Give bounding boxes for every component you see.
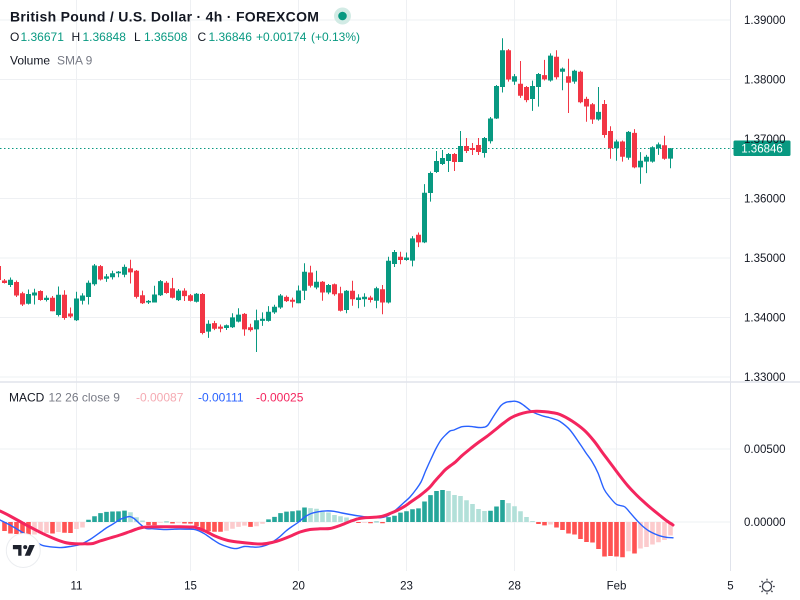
svg-text:1.36846: 1.36846	[741, 144, 783, 156]
svg-text:20: 20	[292, 581, 305, 593]
svg-text:-0.00111: -0.00111	[198, 391, 244, 405]
svg-text:23: 23	[400, 581, 413, 593]
svg-text:1.36671: 1.36671	[21, 30, 65, 44]
svg-text:1.36508: 1.36508	[144, 30, 188, 44]
svg-text:15: 15	[184, 581, 197, 593]
svg-text:1.33000: 1.33000	[744, 372, 786, 384]
svg-text:1.38000: 1.38000	[744, 75, 786, 87]
svg-text:MACD: MACD	[9, 391, 45, 405]
svg-text:1.36848: 1.36848	[83, 30, 127, 44]
svg-text:SMA 9: SMA 9	[57, 54, 93, 68]
svg-text:(+0.13%): (+0.13%)	[311, 30, 360, 44]
svg-text:1.35000: 1.35000	[744, 253, 786, 265]
svg-text:11: 11	[71, 581, 83, 593]
svg-text:5: 5	[727, 581, 733, 593]
svg-text:L: L	[134, 30, 141, 44]
svg-text:Volume: Volume	[10, 54, 50, 68]
svg-text:Feb: Feb	[607, 581, 627, 593]
svg-text:-0.00087: -0.00087	[136, 391, 184, 405]
svg-text:+0.00174: +0.00174	[256, 30, 307, 44]
svg-text:28: 28	[508, 581, 521, 593]
svg-text:1.36000: 1.36000	[744, 194, 786, 206]
svg-text:1.34000: 1.34000	[744, 313, 786, 325]
svg-text:-0.00025: -0.00025	[256, 391, 304, 405]
svg-text:British Pound / U.S. Dollar ·: British Pound / U.S. Dollar · 4h · FOREX…	[10, 9, 319, 25]
svg-text:1.37000: 1.37000	[744, 134, 786, 146]
svg-text:1.39000: 1.39000	[744, 15, 786, 27]
svg-text:0.00000: 0.00000	[744, 517, 786, 529]
svg-text:1.36846: 1.36846	[209, 30, 253, 44]
svg-text:12 26 close 9: 12 26 close 9	[49, 391, 121, 405]
svg-text:H: H	[72, 30, 81, 44]
svg-text:O: O	[10, 30, 19, 44]
svg-text:C: C	[198, 30, 207, 44]
svg-text:0.00500: 0.00500	[744, 444, 786, 456]
